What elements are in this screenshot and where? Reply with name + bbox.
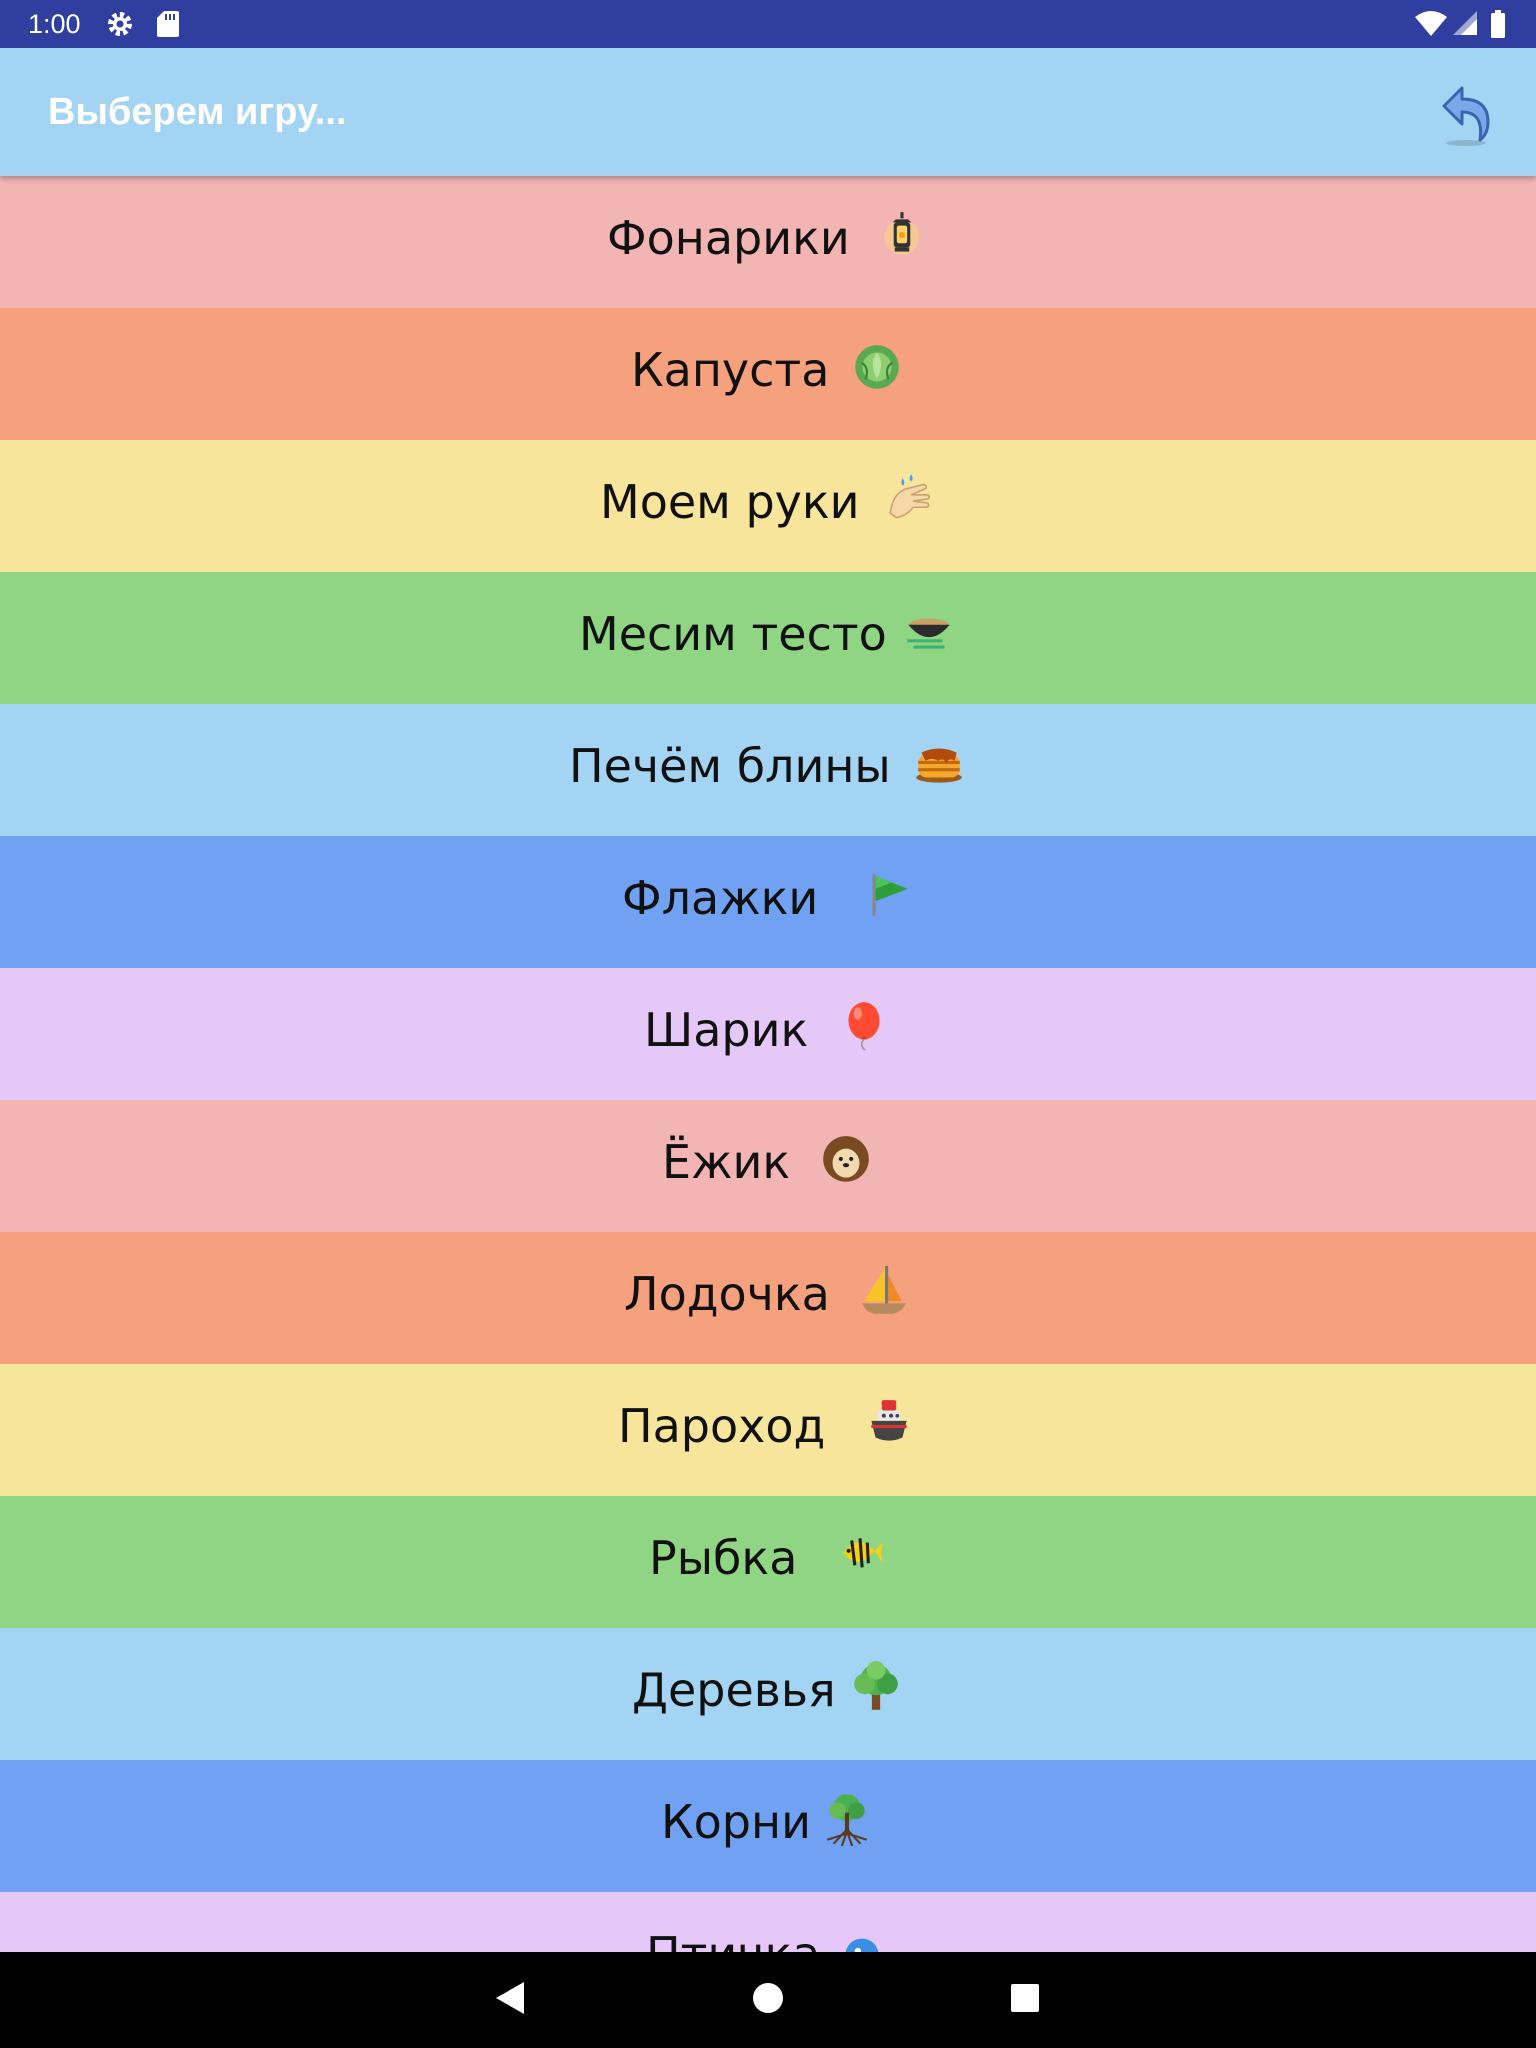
list-item[interactable]: Печём блины [0,704,1536,836]
battery-icon [1491,10,1505,38]
game-label: Шарик [644,1003,809,1057]
game-label: Пароход [618,1399,826,1453]
game-label: Корни [661,1795,811,1849]
list-item[interactable]: Флажки [0,836,1536,968]
game-label: Капуста [631,343,830,397]
list-item[interactable]: Деревья [0,1628,1536,1760]
wifi-icon [1415,11,1447,36]
list-item[interactable]: Пароход [0,1364,1536,1496]
dough-bowl-icon [907,618,950,649]
lantern-icon [884,212,920,255]
game-label: Птичка [646,1892,820,1952]
back-button[interactable] [1430,80,1500,150]
cabbage-icon [855,345,900,389]
list-item[interactable]: Капуста [0,308,1536,440]
list-item[interactable]: Шарик [0,968,1536,1100]
fish-icon [843,1538,884,1568]
list-item[interactable]: Месим тесто [0,572,1536,704]
game-label: Лодочка [624,1267,830,1321]
list-item[interactable]: Корни [0,1760,1536,1892]
game-label: Деревья [632,1663,836,1717]
recents-square-icon[interactable] [1008,1980,1042,2016]
settings-icon [108,12,132,36]
home-circle-icon[interactable] [750,1980,786,2016]
game-label: Моем руки [600,475,860,529]
flag-icon [872,874,909,916]
ship-icon [871,1400,907,1441]
game-label: Месим тесто [579,607,887,661]
signal-icon [1453,11,1477,35]
list-item[interactable]: Рыбка [0,1496,1536,1628]
undo-arrow-icon [1442,86,1490,146]
status-time: 1:00 [28,9,81,39]
game-label: Фонарики [607,211,850,265]
list-item[interactable]: Моем руки [0,440,1536,572]
bird-icon [846,1938,879,1952]
app-bar: Выберем игру... [0,48,1536,176]
game-label: Печём блины [569,739,891,793]
game-list[interactable]: Фонарики Капуста Моем руки Месим тесто Печём… [0,176,1536,1952]
sailboat-icon [862,1266,906,1314]
list-item[interactable]: Птичка [0,1892,1536,1952]
pancakes-icon [915,748,962,783]
sd-card-icon [157,11,179,37]
game-label: Рыбка [649,1531,798,1585]
status-bar: 1:00 [0,0,1536,48]
balloon-icon [848,1002,880,1051]
list-item[interactable]: Ёжик [0,1100,1536,1232]
navigation-bar [0,1952,1536,2048]
game-label: Флажки [622,871,819,925]
washing-hands-icon [889,474,930,519]
tree-icon [853,1661,898,1710]
list-item[interactable]: Лодочка [0,1232,1536,1364]
tree-roots-icon [826,1794,868,1847]
page-title: Выберем игру... [48,91,347,133]
back-triangle-icon[interactable] [494,1980,526,2016]
game-label: Ёжик [662,1135,791,1189]
hedgehog-icon [823,1136,870,1182]
list-item[interactable]: Фонарики [0,176,1536,308]
